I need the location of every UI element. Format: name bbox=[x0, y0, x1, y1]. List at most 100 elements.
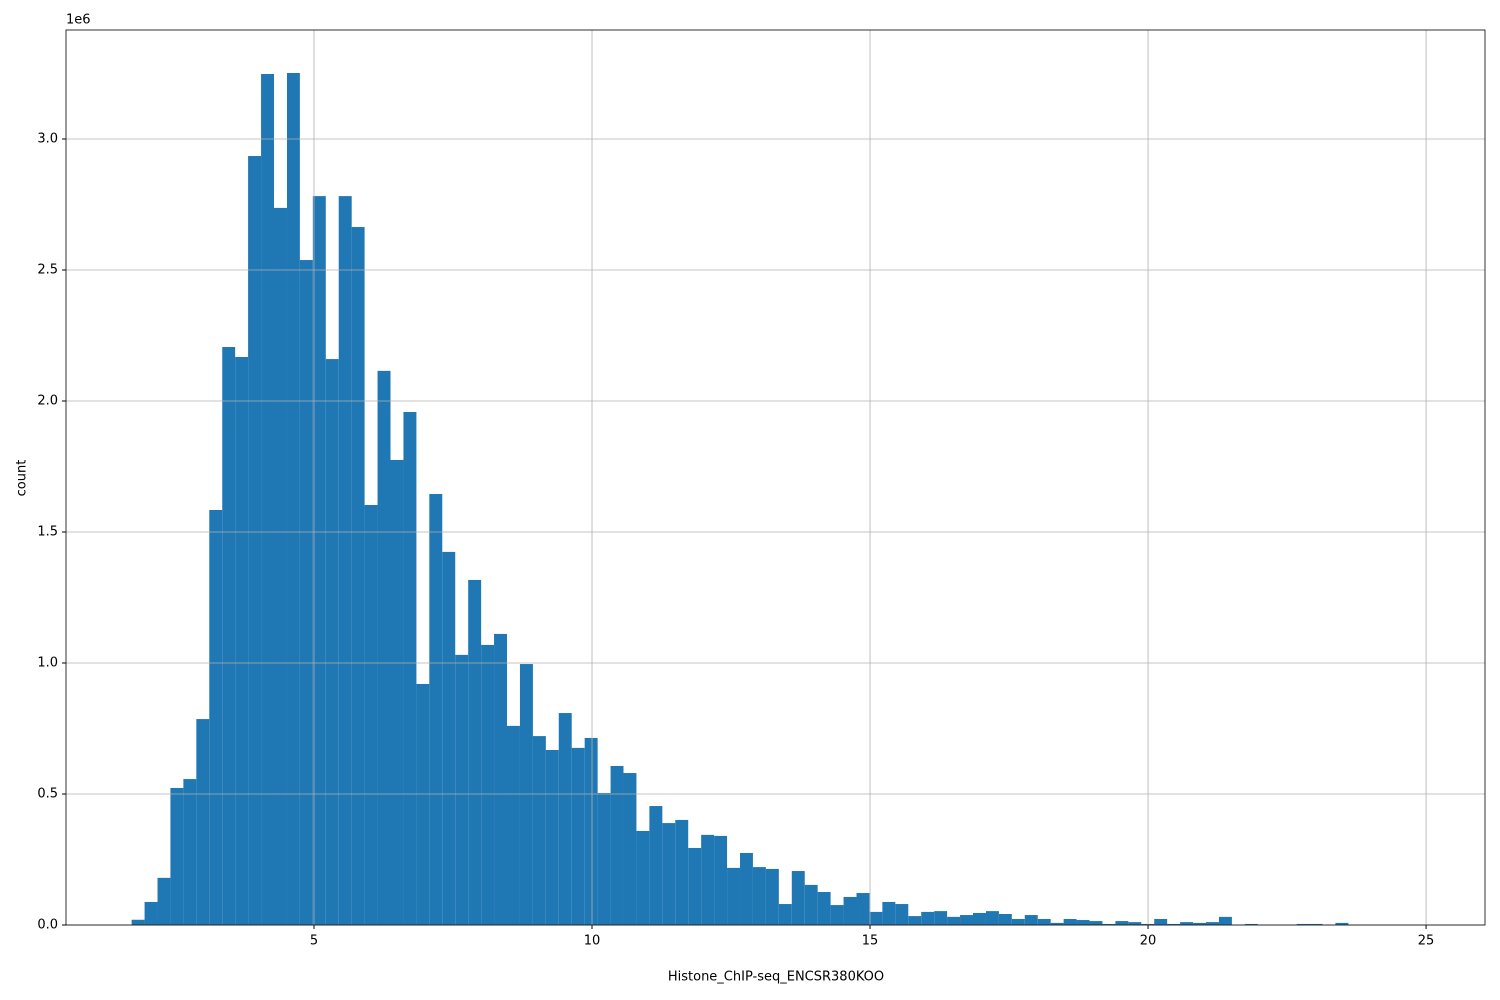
bar bbox=[519, 664, 533, 925]
bar bbox=[675, 819, 689, 925]
bar bbox=[765, 868, 779, 925]
bar bbox=[442, 551, 456, 925]
bar bbox=[1180, 922, 1194, 925]
bar bbox=[843, 896, 857, 925]
bar bbox=[157, 877, 171, 925]
bar bbox=[856, 893, 870, 925]
bar bbox=[1102, 923, 1116, 925]
bar bbox=[701, 834, 715, 925]
y-tick-label: 1.5 bbox=[37, 524, 58, 539]
bar bbox=[209, 509, 223, 925]
bar bbox=[455, 654, 469, 925]
bar bbox=[921, 911, 935, 925]
bar bbox=[494, 633, 507, 925]
bar bbox=[351, 227, 365, 925]
bar bbox=[196, 719, 210, 925]
bar bbox=[1050, 922, 1064, 925]
plot-frame bbox=[65, 29, 1486, 926]
y-tick-label: 1.0 bbox=[37, 655, 58, 670]
bar bbox=[882, 901, 896, 925]
bar bbox=[144, 901, 158, 925]
bar bbox=[235, 356, 249, 926]
bar bbox=[1309, 923, 1323, 925]
bar bbox=[338, 196, 352, 925]
y-tick-label: 0.0 bbox=[37, 918, 58, 933]
bar bbox=[1089, 921, 1103, 925]
bar bbox=[170, 787, 184, 925]
bar bbox=[183, 779, 197, 925]
bar bbox=[1011, 918, 1025, 925]
x-axis-label: Histone_ChIP-seq_ENCSR380KOO bbox=[668, 970, 884, 985]
bar bbox=[481, 644, 495, 925]
bar bbox=[1205, 922, 1219, 925]
bar bbox=[429, 494, 443, 925]
y-tick-label: 0.5 bbox=[37, 786, 58, 801]
bar bbox=[248, 156, 262, 925]
bar bbox=[947, 916, 961, 925]
bar bbox=[1076, 920, 1090, 925]
bar bbox=[416, 683, 430, 925]
bar bbox=[584, 737, 598, 925]
bar bbox=[325, 359, 339, 925]
bar bbox=[688, 847, 702, 925]
bar bbox=[1335, 922, 1349, 925]
bar bbox=[636, 830, 650, 925]
y-offset-label: 1e6 bbox=[66, 13, 91, 28]
bar bbox=[1244, 923, 1258, 925]
y-axis-label: count bbox=[15, 460, 30, 497]
bar bbox=[610, 765, 624, 925]
bar bbox=[804, 884, 818, 925]
y-tick-label: 2.0 bbox=[37, 393, 58, 408]
bar bbox=[973, 912, 986, 925]
bar bbox=[299, 260, 313, 925]
bar bbox=[261, 74, 275, 925]
bar bbox=[1024, 915, 1038, 925]
bar bbox=[908, 916, 922, 925]
bar bbox=[390, 459, 404, 925]
bar bbox=[817, 891, 831, 925]
bar bbox=[662, 823, 676, 925]
bar bbox=[1154, 918, 1168, 925]
bar bbox=[532, 736, 546, 925]
bar bbox=[985, 911, 999, 925]
y-tick-label: 3.0 bbox=[37, 131, 58, 146]
bar bbox=[960, 915, 974, 925]
bar bbox=[727, 867, 741, 925]
bar bbox=[752, 867, 766, 925]
bar bbox=[934, 911, 948, 925]
bar bbox=[403, 411, 417, 926]
bar bbox=[623, 773, 637, 925]
y-tick-label: 2.5 bbox=[37, 262, 58, 277]
bar bbox=[312, 196, 326, 925]
bar bbox=[1115, 921, 1129, 925]
bar bbox=[468, 579, 482, 925]
bar bbox=[364, 505, 378, 925]
bar bbox=[1128, 922, 1142, 925]
bar bbox=[998, 913, 1012, 925]
x-tick-label: 15 bbox=[862, 934, 879, 949]
bar bbox=[1218, 916, 1232, 925]
bar bbox=[222, 347, 236, 925]
bar bbox=[1063, 918, 1077, 925]
bar bbox=[597, 792, 611, 925]
x-tick-label: 25 bbox=[1418, 934, 1435, 949]
bar bbox=[1193, 922, 1206, 925]
x-tick-label: 20 bbox=[1140, 934, 1157, 949]
bar bbox=[649, 806, 663, 925]
bar bbox=[830, 905, 844, 925]
bar bbox=[286, 72, 300, 925]
bar bbox=[377, 370, 391, 925]
bar bbox=[869, 911, 883, 925]
bar bbox=[895, 904, 909, 925]
bar bbox=[131, 919, 145, 925]
x-tick-label: 10 bbox=[584, 934, 601, 949]
bar bbox=[791, 871, 805, 925]
bar bbox=[714, 835, 728, 925]
bar bbox=[1167, 923, 1181, 925]
bar bbox=[1296, 923, 1310, 925]
bar bbox=[274, 207, 287, 925]
bar bbox=[1037, 918, 1051, 925]
bar bbox=[558, 713, 572, 925]
bar bbox=[740, 852, 753, 925]
